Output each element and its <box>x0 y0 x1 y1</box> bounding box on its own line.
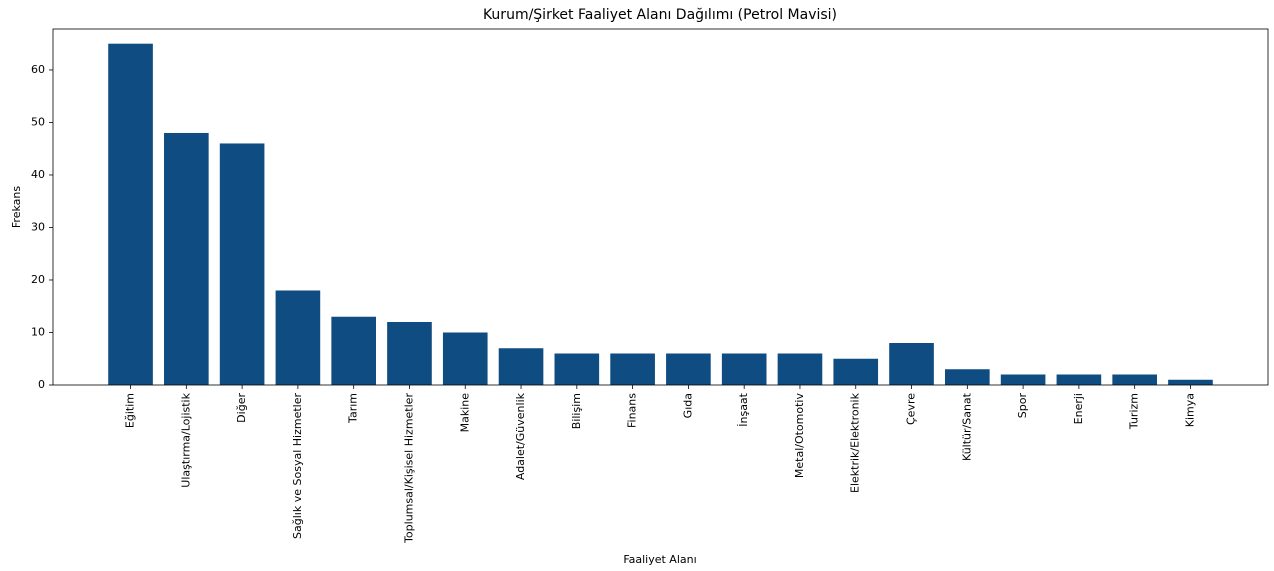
bar <box>1112 374 1157 385</box>
y-tick-label: 30 <box>31 220 45 233</box>
bar <box>275 290 321 385</box>
x-tick-label: Sağlık ve Sosyal Hizmetler <box>291 393 304 539</box>
y-axis-label: Frekans <box>10 186 23 228</box>
bar <box>889 342 934 385</box>
bar <box>442 332 488 385</box>
x-tick-label: Toplumsal/Kişisel Hizmetler <box>402 393 415 544</box>
x-tick-label: Tarım <box>347 393 360 424</box>
bar <box>666 353 711 385</box>
bar <box>610 353 655 385</box>
bar <box>331 316 376 385</box>
x-tick-label: Eğitim <box>124 393 137 428</box>
chart-title: Kurum/Şirket Faaliyet Alanı Dağılımı (Pe… <box>483 7 837 23</box>
y-tick-label: 10 <box>31 325 45 338</box>
bar <box>1056 374 1102 385</box>
x-tick-label: Çevre <box>905 393 918 425</box>
x-tick-label: Turizm <box>1128 393 1141 430</box>
y-tick-label: 20 <box>31 273 45 286</box>
x-tick-label: Adalet/Güvenlik <box>514 392 527 480</box>
x-tick-label: Finans <box>626 393 639 428</box>
x-tick-label: Elektrik/Elektronik <box>849 392 862 493</box>
x-tick-label: Makine <box>458 393 471 433</box>
x-tick-label: Ulaştırma/Lojistik <box>179 392 192 487</box>
bar <box>108 43 153 386</box>
y-tick-label: 0 <box>38 378 45 391</box>
y-tick-label: 50 <box>31 115 45 128</box>
bar <box>498 348 544 385</box>
x-tick-label: Kültür/Sanat <box>960 392 973 461</box>
bar <box>219 143 265 385</box>
x-tick-label: Bilişim <box>570 393 583 429</box>
x-tick-label: Spor <box>1016 393 1029 419</box>
bar <box>721 353 767 385</box>
bar <box>1000 374 1046 385</box>
bar <box>945 369 990 385</box>
x-axis-label: Faaliyet Alanı <box>623 553 696 566</box>
x-tick-label: İnşaat <box>737 392 750 426</box>
bar <box>833 358 879 385</box>
bar <box>387 321 432 385</box>
plot-frame <box>52 28 1269 386</box>
bar <box>554 353 600 385</box>
bar <box>164 132 209 385</box>
bar <box>777 353 823 385</box>
x-tick-label: Enerji <box>1072 393 1085 424</box>
x-tick-label: Metal/Otomotiv <box>793 393 806 479</box>
x-tick-label: Gıda <box>681 393 694 418</box>
y-tick-label: 40 <box>31 168 45 181</box>
x-tick-label: Kimya <box>1183 393 1196 427</box>
bar <box>1168 379 1213 385</box>
x-tick-label: Diğer <box>235 393 248 423</box>
y-tick-label: 60 <box>31 63 45 76</box>
